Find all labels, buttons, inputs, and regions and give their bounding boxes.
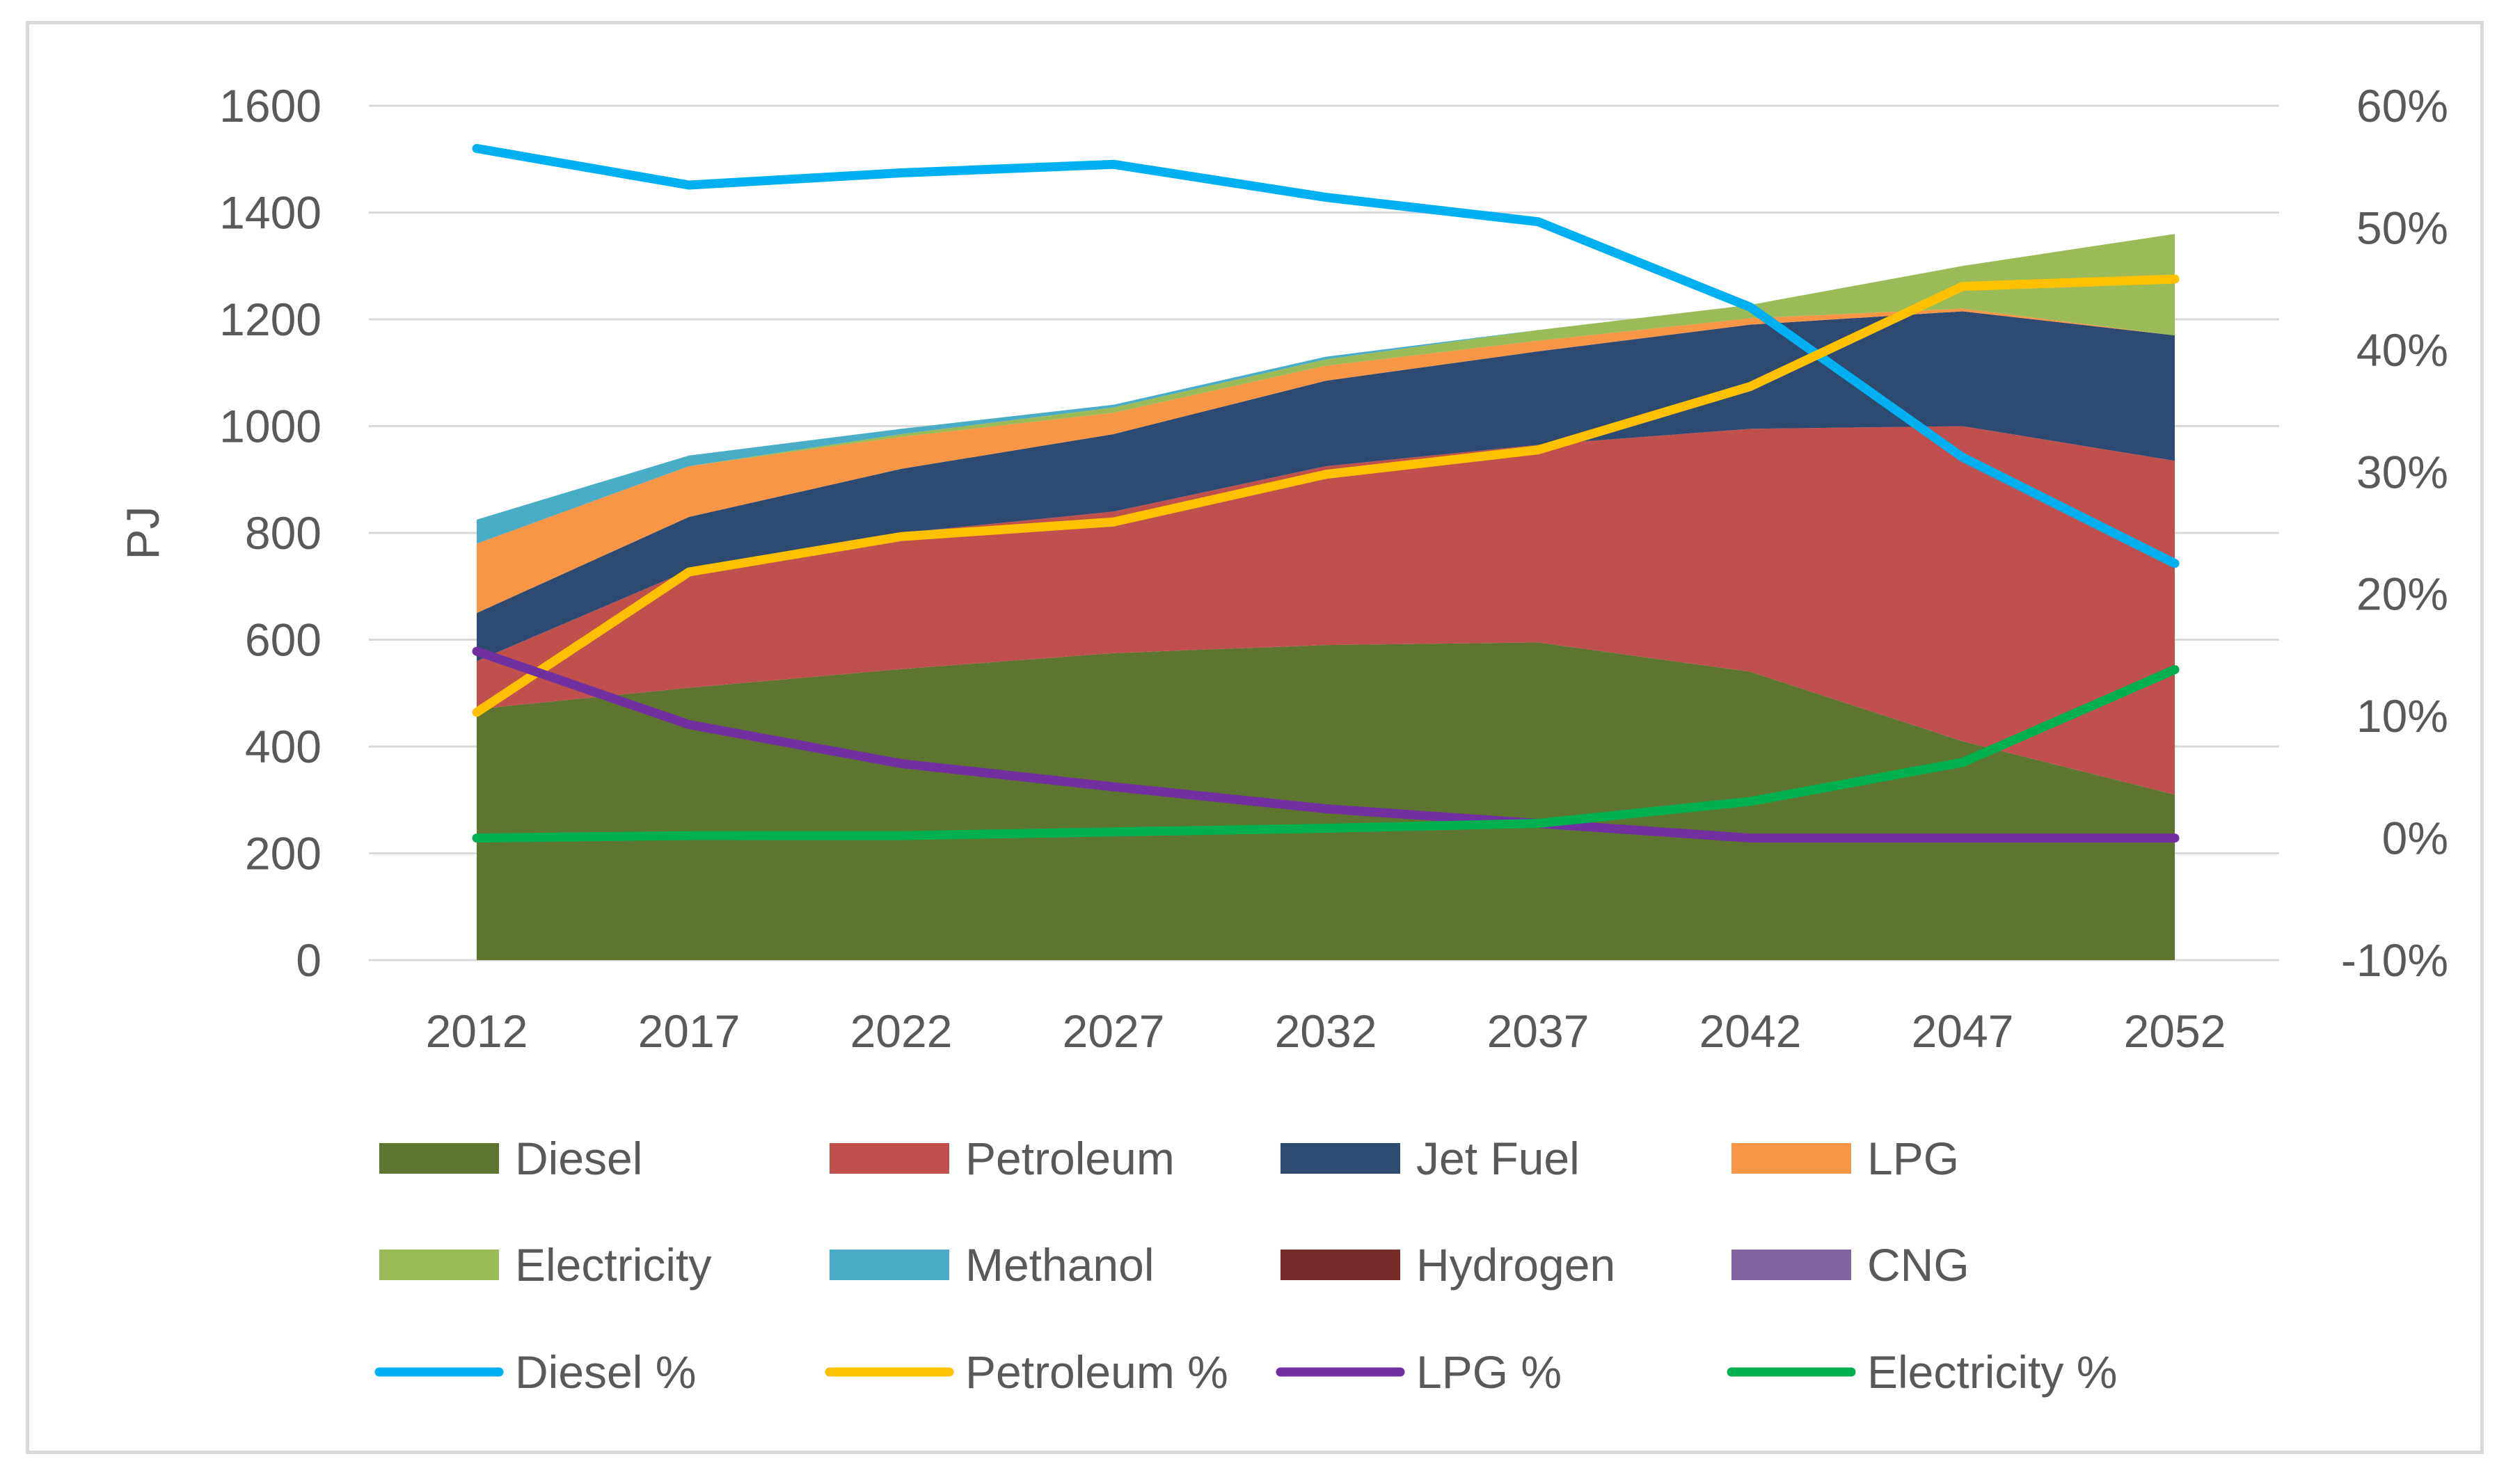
legend-swatch-hydrogen: [1281, 1250, 1400, 1280]
y-tick-label: 1600: [219, 80, 322, 131]
y-tick-label: 1000: [219, 401, 322, 452]
legend-swatch-jet-fuel: [1281, 1143, 1400, 1174]
y2-tick-label: 10%: [2356, 690, 2448, 742]
legend-label-petroleum: Petroleum %: [965, 1346, 1228, 1398]
area-petroleum: [477, 426, 2175, 795]
legend-label-cng: CNG: [1867, 1239, 1969, 1291]
legend-label-electricity: Electricity: [515, 1239, 711, 1291]
legend-label-lpg: LPG: [1867, 1133, 1959, 1184]
legend-label-jet-fuel: Jet Fuel: [1416, 1133, 1580, 1184]
y-tick-label: 1400: [219, 187, 322, 239]
x-tick-label: 2027: [1063, 1005, 1165, 1057]
line-electricity-: [472, 664, 2180, 843]
y-tick-label: 1200: [219, 294, 322, 345]
x-tick-label: 2042: [1699, 1005, 1802, 1057]
y-tick-label: 600: [245, 614, 322, 666]
y2-tick-label: 60%: [2356, 80, 2448, 131]
y-axis-title: PJ: [117, 506, 168, 559]
line-lpg-: [472, 646, 2180, 843]
y-tick-label: 800: [245, 507, 322, 559]
area-jet-fuel: [477, 311, 2175, 662]
area-lpg: [477, 308, 2175, 614]
x-tick-label: 2037: [1487, 1005, 1590, 1057]
x-tick-label: 2012: [426, 1005, 528, 1057]
area-diesel: [477, 642, 2175, 960]
y2-tick-label: 0%: [2382, 813, 2448, 864]
y-tick-label: 200: [245, 828, 322, 879]
y-tick-label: 400: [245, 721, 322, 772]
y2-tick-label: 30%: [2356, 446, 2448, 497]
legend-swatch-diesel: [379, 1143, 499, 1174]
x-tick-label: 2032: [1275, 1005, 1377, 1057]
legend-label-diesel: Diesel: [515, 1133, 642, 1184]
legend-swatch-methanol: [830, 1250, 949, 1280]
x-tick-label: 2052: [2124, 1005, 2226, 1057]
legend-swatch-cng: [1731, 1250, 1851, 1280]
legend-swatch-lpg: [1731, 1143, 1851, 1174]
legend-swatch-electricity: [379, 1250, 499, 1280]
x-tick-label: 2017: [638, 1005, 740, 1057]
y2-tick-label: 40%: [2356, 324, 2448, 376]
y2-tick-label: -10%: [2341, 934, 2448, 986]
legend-label-electricity: Electricity %: [1867, 1346, 2117, 1398]
line-petroleum-: [472, 274, 2180, 717]
legend-label-lpg: LPG %: [1416, 1346, 1562, 1398]
legend-swatch-petroleum: [830, 1143, 949, 1174]
y-tick-label: 0: [296, 934, 322, 986]
legend-label-diesel: Diesel %: [515, 1346, 696, 1398]
line-diesel-: [472, 143, 2180, 568]
y2-tick-label: 20%: [2356, 568, 2448, 620]
x-tick-label: 2022: [850, 1005, 953, 1057]
legend-label-methanol: Methanol: [965, 1239, 1155, 1291]
legend-label-petroleum: Petroleum: [965, 1133, 1175, 1184]
x-tick-label: 2047: [1912, 1005, 2014, 1057]
legend-label-hydrogen: Hydrogen: [1416, 1239, 1615, 1291]
y2-tick-label: 50%: [2356, 202, 2448, 253]
